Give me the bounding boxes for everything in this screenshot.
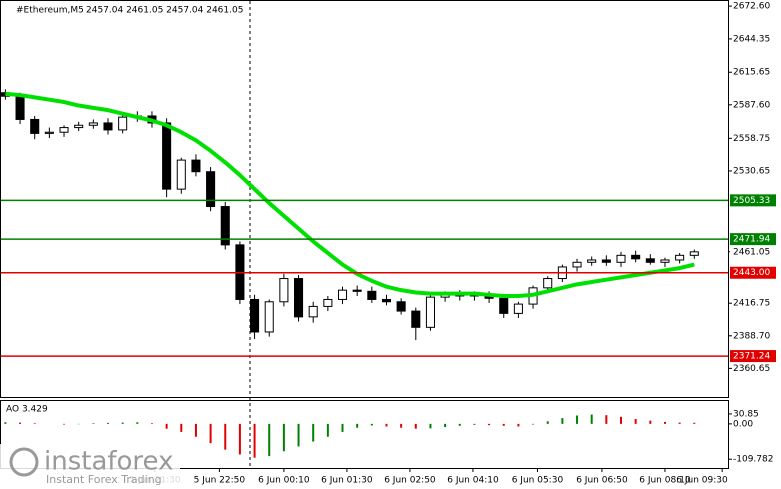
brand: instaforex — [44, 447, 173, 477]
level-label: 2443.00 — [733, 268, 770, 278]
candle-body — [191, 159, 201, 173]
candle-body — [279, 278, 289, 303]
x-tick-label: 6 Jun 08:10 — [639, 476, 691, 486]
candle-body — [162, 122, 172, 190]
x-tick-label: 6 Jun 06:50 — [576, 476, 628, 486]
candle-body — [499, 297, 509, 314]
candle-body — [337, 289, 348, 300]
level-label: 2505.33 — [733, 196, 770, 206]
y-tick-label: 30.85 — [733, 409, 759, 419]
y-tick-label: 2644.35 — [733, 34, 770, 44]
candle-body — [367, 290, 377, 300]
candle-body — [381, 298, 392, 303]
x-tick-label: 6 Jun 04:10 — [447, 476, 499, 486]
x-tick-label: 6 Jun 09:30 — [676, 476, 728, 486]
watermark: instaforex Instant Forex Trading — [0, 444, 180, 489]
candle-body — [74, 124, 84, 129]
candle-body — [616, 254, 626, 263]
ohlc-header: 2457.04 2461.05 2457.04 2461.05 — [86, 6, 243, 16]
x-tick-label: 6 Jun 01:30 — [321, 476, 373, 486]
candle-body — [513, 303, 523, 314]
candle-body — [352, 289, 362, 292]
level-tag — [730, 233, 776, 246]
candle-body — [176, 159, 186, 190]
candle-body — [220, 206, 230, 246]
candle-body — [118, 116, 128, 131]
y-tick-label: 2615.65 — [733, 68, 770, 78]
candle-body — [103, 122, 113, 131]
chart-title: #Ethereum,M5 — [16, 6, 84, 16]
level-label: 2371.24 — [733, 352, 770, 362]
candle-body — [689, 251, 699, 256]
moving-average — [5, 91, 695, 298]
price-panel — [0, 0, 729, 398]
candle-body — [264, 301, 274, 333]
current-price-tag — [730, 245, 776, 258]
level-tag — [730, 194, 776, 207]
candle-body — [30, 118, 40, 134]
candle-body — [587, 259, 597, 263]
candle-body — [675, 254, 685, 261]
candle-body — [411, 310, 421, 328]
candle-body — [323, 298, 333, 307]
candle-body — [396, 301, 406, 312]
current-price-label: 2461.05 — [733, 247, 770, 257]
candle-body — [660, 259, 670, 263]
x-tick-label: 5 Jun 22:50 — [194, 476, 246, 486]
ao-title: AO 3.429 — [6, 405, 48, 415]
y-tick-label: 2416.75 — [733, 299, 770, 309]
y-tick-label: 2558.75 — [733, 134, 770, 144]
level-label: 2471.94 — [733, 235, 770, 245]
candle-body — [88, 122, 98, 126]
candle-body — [572, 261, 582, 268]
candle-body — [15, 95, 25, 120]
candle-body — [308, 305, 318, 318]
y-tick-label: 0.00 — [733, 419, 753, 429]
candle-body — [206, 171, 216, 208]
x-tick-label: 6 Jun 02:50 — [384, 476, 436, 486]
candle-body — [631, 254, 641, 260]
x-tick-label: 6 Jun 00:10 — [258, 476, 310, 486]
candle-body — [294, 278, 304, 318]
candle-body — [59, 127, 69, 133]
logo-icon — [9, 447, 39, 477]
y-tick-label: 2587.60 — [733, 100, 770, 110]
y-tick-label: 2360.65 — [733, 364, 770, 374]
candle-body — [425, 296, 435, 328]
y-tick-label: 2530.65 — [733, 166, 770, 176]
x-tick-label: 6 Jun 05:30 — [512, 476, 564, 486]
level-tag — [730, 350, 776, 363]
candle-body — [543, 278, 553, 289]
y-tick-label: -109.782 — [733, 455, 773, 465]
y-tick-label: 2388.70 — [733, 331, 770, 341]
candle-body — [44, 131, 54, 134]
candle-body — [645, 258, 655, 263]
candle-body — [601, 259, 611, 263]
tagline: Instant Forex Trading — [46, 473, 162, 486]
level-tag — [730, 266, 776, 279]
candle-body — [250, 298, 260, 333]
y-tick-label: 2672.60 — [733, 2, 770, 12]
